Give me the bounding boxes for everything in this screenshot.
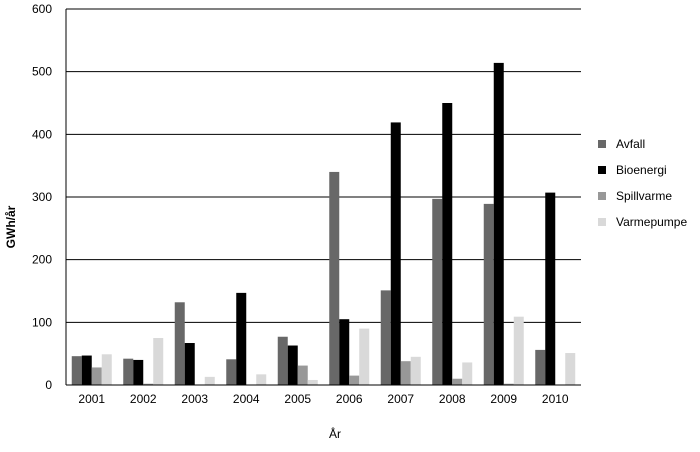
bar-spillvarme-2002 — [143, 383, 154, 385]
bar-varmepumpe-2002 — [153, 338, 164, 385]
x-tick-label: 2006 — [336, 392, 363, 406]
x-axis-title: År — [329, 426, 341, 441]
bar-varmepumpe-2008 — [462, 362, 473, 385]
legend-swatch-varmepumpe — [598, 218, 606, 226]
x-tick-label: 2007 — [387, 392, 414, 406]
bar-avfall-2001 — [71, 356, 82, 385]
legend-label-varmepumpe: Varmepumpe — [616, 215, 687, 229]
x-tick-label: 2005 — [284, 392, 311, 406]
axes: 0 100 200 300 400 500 600 2001 2002 2003 2004 2005 2… — [32, 2, 581, 406]
bar-bioenergi-2010 — [545, 192, 556, 385]
y-tick-label: 500 — [32, 65, 52, 79]
legend-swatch-bioenergi — [598, 166, 606, 174]
bar-bioenergi-2003 — [184, 343, 195, 385]
bar-avfall-2006 — [329, 171, 340, 385]
y-tick-label: 0 — [45, 378, 52, 392]
bar-bioenergi-2004 — [236, 292, 247, 385]
bar-spillvarme-2006 — [349, 375, 360, 385]
bar-avfall-2003 — [174, 302, 185, 385]
legend-label-spillvarme: Spillvarme — [616, 189, 672, 203]
bar-avfall-2009 — [483, 203, 494, 385]
y-tick-label: 100 — [32, 315, 52, 329]
bar-bioenergi-2008 — [442, 103, 453, 385]
bar-varmepumpe-2004 — [256, 374, 267, 385]
bar-varmepumpe-2005 — [307, 379, 318, 385]
bar-avfall-2010 — [535, 349, 546, 385]
bar-spillvarme-2007 — [400, 361, 411, 385]
bar-varmepumpe-2006 — [359, 328, 370, 385]
bar-avfall-2004 — [226, 359, 237, 385]
x-tick-label: 2010 — [542, 392, 569, 406]
bar-varmepumpe-2007 — [410, 356, 421, 385]
bar-spillvarme-2008 — [452, 378, 463, 385]
legend-swatch-avfall — [598, 140, 606, 148]
y-tick-label: 200 — [32, 253, 52, 267]
bar-varmepumpe-2010 — [565, 353, 576, 385]
x-tick-label: 2002 — [130, 392, 157, 406]
y-axis-title: GWh/år — [4, 205, 18, 248]
x-tick-label: 2003 — [181, 392, 208, 406]
x-tick-label: 2001 — [78, 392, 105, 406]
bar-spillvarme-2005 — [297, 365, 308, 385]
bar-varmepumpe-2003 — [204, 376, 215, 385]
bar-bioenergi-2006 — [339, 319, 350, 385]
legend-label-bioenergi: Bioenergi — [616, 163, 667, 177]
legend-label-avfall: Avfall — [616, 137, 645, 151]
bar-varmepumpe-2001 — [101, 354, 112, 385]
bar-spillvarme-2001 — [91, 367, 102, 385]
bar-bioenergi-2001 — [81, 355, 92, 385]
y-tick-label: 400 — [32, 127, 52, 141]
bars — [71, 62, 576, 385]
x-tick-label: 2009 — [490, 392, 517, 406]
y-tick-label: 600 — [32, 2, 52, 16]
bar-spillvarme-2009 — [503, 383, 514, 385]
y-tick-label: 300 — [32, 190, 52, 204]
bar-bioenergi-2009 — [493, 62, 504, 385]
legend-swatch-spillvarme — [598, 192, 606, 200]
x-tick-label: 2008 — [439, 392, 466, 406]
legend: Avfall Bioenergi Spillvarme Varmepumpe — [598, 137, 687, 229]
bar-bioenergi-2005 — [287, 345, 298, 385]
bar-avfall-2005 — [277, 336, 288, 385]
bar-avfall-2008 — [432, 198, 443, 385]
bar-avfall-2007 — [380, 290, 391, 385]
bar-avfall-2002 — [123, 358, 134, 385]
bar-bioenergi-2007 — [390, 122, 401, 385]
bar-bioenergi-2002 — [133, 359, 144, 385]
bar-varmepumpe-2009 — [513, 316, 524, 385]
x-tick-label: 2004 — [233, 392, 260, 406]
